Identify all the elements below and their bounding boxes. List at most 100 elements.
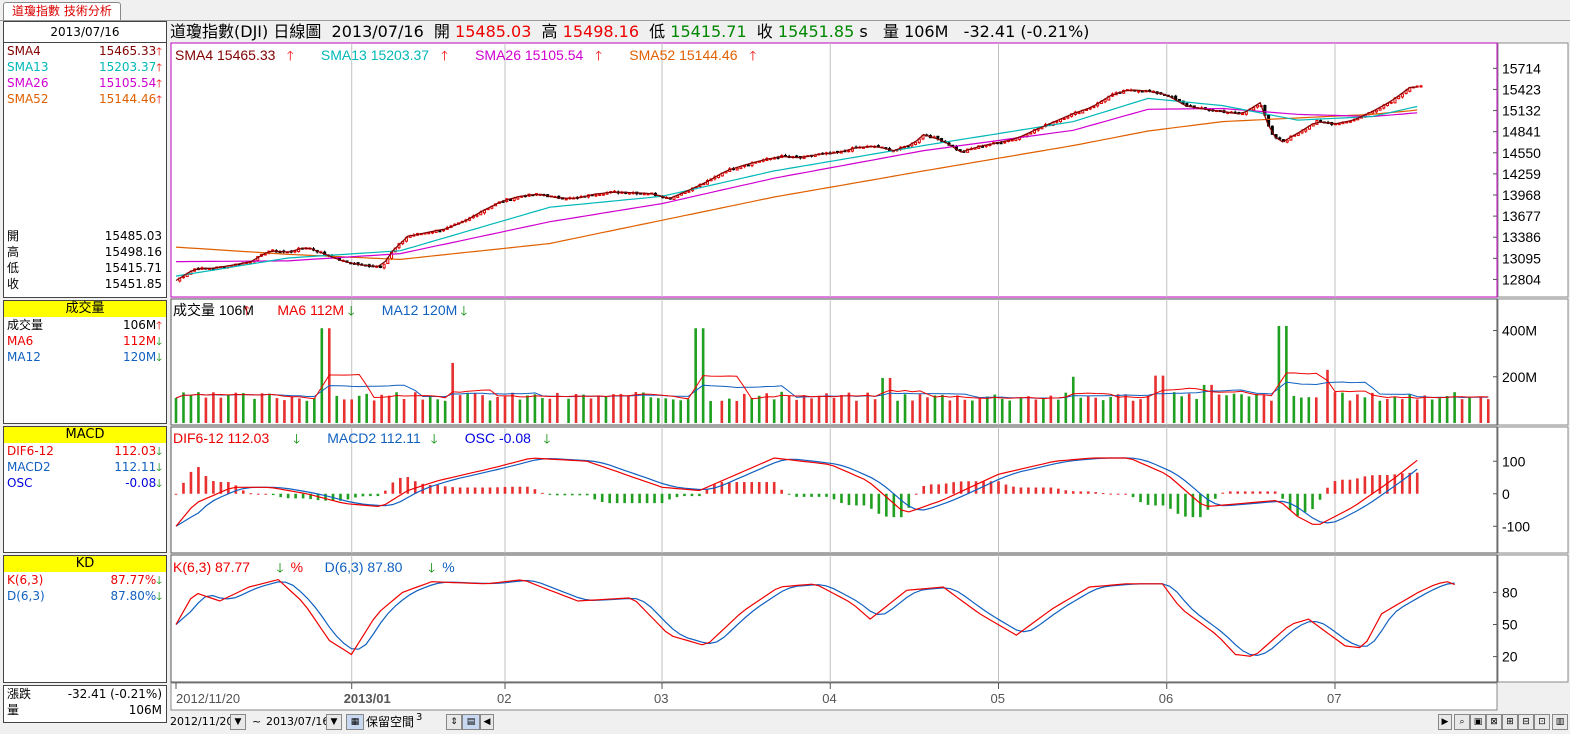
sidebar-row-value: 15105.54🡑 (99, 75, 162, 92)
volume-bar (1116, 394, 1120, 423)
macd-panel (170, 426, 1498, 554)
spin-icon[interactable]: ⇕ (446, 714, 462, 730)
y-tick-label: 20 (1502, 649, 1518, 665)
volume-bar (1415, 399, 1419, 423)
toolbar-icon-2[interactable]: ⊠ (1486, 714, 1502, 730)
osc-bar (1214, 493, 1217, 499)
volume-bar (1445, 395, 1449, 423)
high-value: 15498.16 (562, 22, 639, 41)
candle-body (1070, 113, 1074, 117)
osc-bar (1004, 484, 1008, 494)
osc-bar (174, 493, 178, 495)
candle-body (1237, 112, 1241, 115)
candle-body (1296, 132, 1300, 136)
x-tick-label: 05 (991, 691, 1005, 706)
sidebar-row-label: MA6 (7, 334, 34, 348)
volume-bar (742, 393, 746, 423)
sidebar-row-label: SMA26 (7, 76, 49, 90)
osc-bar (967, 481, 970, 494)
volume-bar (1371, 392, 1374, 423)
arrow-down-icon: 🡓 (156, 335, 162, 348)
volume-bar (1486, 399, 1490, 423)
candle-body (1356, 117, 1360, 121)
toolbar-icon-5[interactable]: ⊡ (1534, 714, 1550, 730)
candle-body (962, 150, 966, 153)
candle-body (449, 225, 453, 229)
candle-body (1233, 111, 1237, 114)
volume-bar (1124, 394, 1127, 423)
sidebar-row-label: 收 (7, 277, 20, 291)
candle-body (319, 251, 323, 254)
osc-bar (197, 467, 200, 494)
y-tick-label: 13677 (1502, 208, 1541, 224)
osc-bar (1408, 472, 1412, 494)
volume-bar (1400, 399, 1404, 423)
zoom-icon[interactable]: ⌕ (1454, 714, 1470, 730)
volume-bar (1314, 397, 1318, 423)
osc-bar (1139, 493, 1142, 503)
osc-bar (518, 486, 522, 494)
candle-body (460, 221, 464, 224)
candle-body (1304, 128, 1308, 132)
scroll-left-button[interactable]: ◀ (480, 714, 494, 730)
sidebar-row: 開 15485.03 (4, 228, 166, 244)
volume-bar (313, 398, 316, 423)
toolbar-icon-3[interactable]: ⊞ (1502, 714, 1518, 730)
toolbar-icon-4[interactable]: ⊟ (1518, 714, 1534, 730)
candle-body (442, 229, 446, 232)
settings-icon[interactable]: ▤ (462, 714, 480, 730)
volume-bar (1131, 400, 1135, 423)
candle-body (1133, 89, 1137, 92)
candle-body (728, 168, 732, 172)
candle-body (1281, 139, 1285, 143)
osc-bar (301, 493, 305, 499)
start-date-dropdown[interactable]: ▼ (230, 714, 246, 730)
x-tick-label: 2013/01 (344, 691, 391, 706)
candle-body (1136, 90, 1141, 93)
osc-bar (451, 487, 454, 494)
arrow-up-icon: 🡑 (243, 303, 250, 318)
volume-bar (1217, 394, 1221, 423)
sidebar-row-value-text: 15498.16 (104, 245, 162, 259)
volume-bar (357, 395, 361, 423)
tab-technical-analysis[interactable]: 道瓊指數 技術分析 (3, 2, 121, 20)
calendar-icon[interactable]: ▦ (346, 714, 364, 730)
volume-bar (1210, 384, 1213, 423)
scroll-right-button[interactable]: ▶ (1438, 714, 1452, 730)
candle-body (1148, 89, 1152, 92)
toolbar-icon-6[interactable]: ▥ (1552, 714, 1568, 730)
osc-bar (1348, 479, 1352, 494)
y-tick-label: 50 (1502, 617, 1518, 633)
osc-bar (309, 493, 312, 500)
end-date-dropdown[interactable]: ▼ (326, 714, 342, 730)
candle-body (743, 164, 747, 168)
volume-bar (1468, 397, 1471, 423)
candle-body (914, 141, 918, 145)
candle-body (1307, 125, 1312, 130)
osc-bar (1221, 492, 1225, 494)
volume-bar (1094, 397, 1098, 423)
sidebar-row-value: 120M🡓 (123, 349, 162, 366)
osc-bar (1101, 493, 1105, 495)
volume-bar (971, 400, 974, 423)
osc-bar (339, 493, 342, 501)
candle-body (230, 265, 234, 268)
volume-title: 成交量 (4, 301, 166, 317)
osc-bar (847, 493, 851, 506)
candle-body (813, 154, 817, 158)
sidebar-row-value-text: 15105.54 (99, 76, 157, 90)
candle-body (501, 200, 505, 203)
candle-body (653, 192, 657, 196)
y-tick-label: 14259 (1502, 166, 1541, 182)
candle-body (412, 234, 416, 237)
osc-bar (473, 487, 477, 494)
osc-bar (728, 482, 731, 494)
candle-body (966, 148, 970, 153)
candle-body (1415, 85, 1419, 88)
toolbar-icon-1[interactable]: ▣ (1470, 714, 1486, 730)
candle-body (1330, 121, 1334, 125)
candle-body (1140, 90, 1144, 93)
volume-bar (511, 392, 514, 423)
osc-bar (698, 493, 701, 497)
